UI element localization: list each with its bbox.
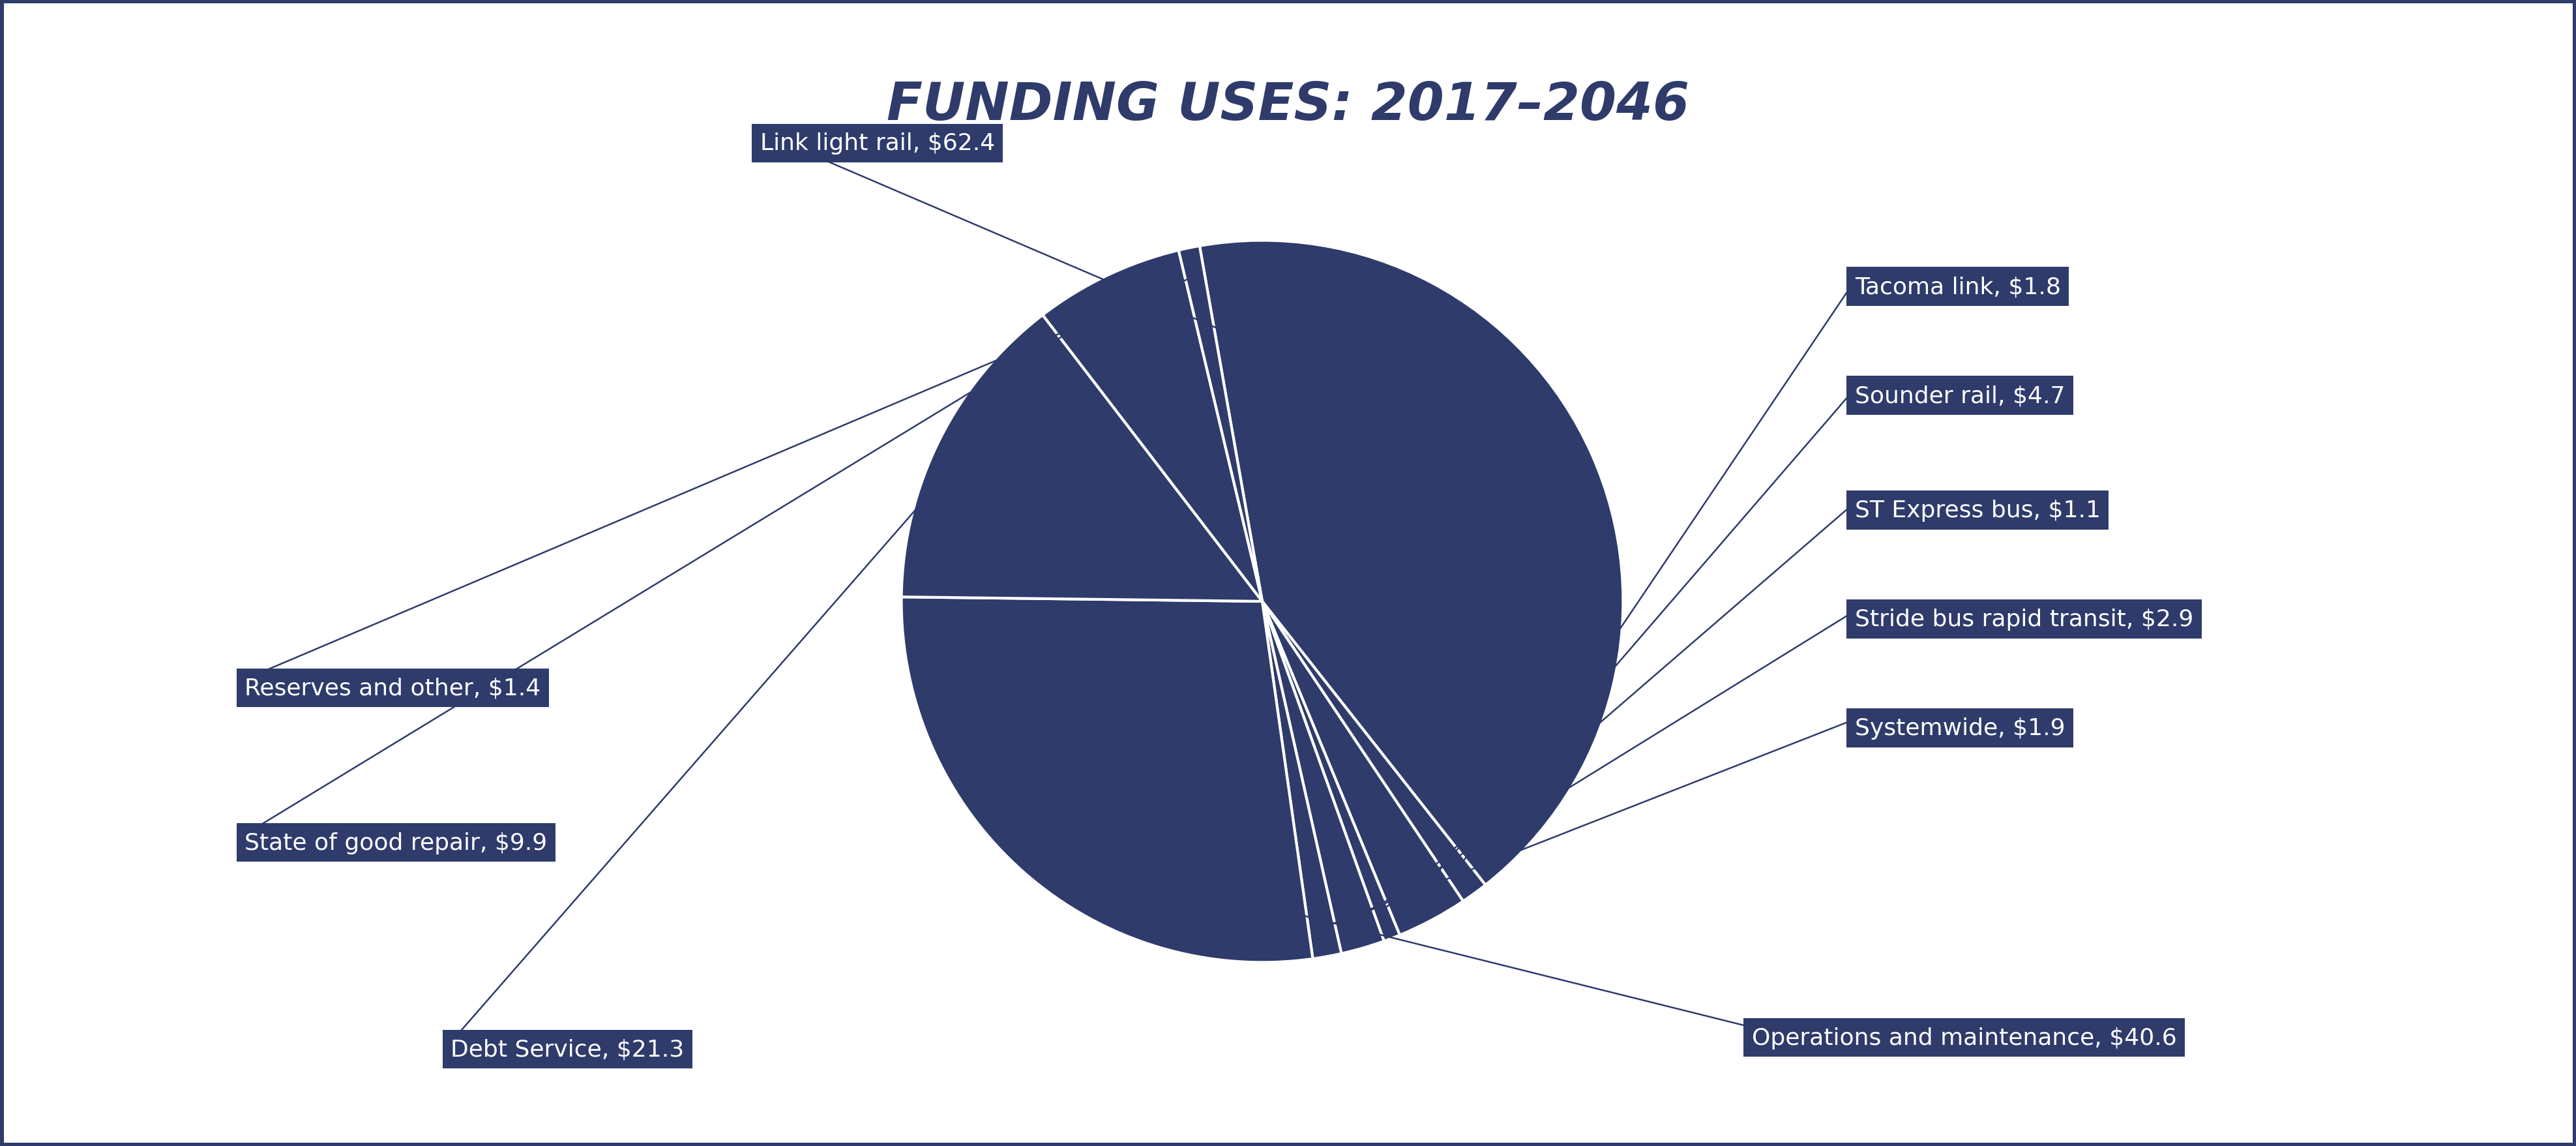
Wedge shape [902,597,1314,963]
Text: Stride bus rapid transit, $2.9: Stride bus rapid transit, $2.9 [1855,609,2192,630]
Wedge shape [902,315,1262,602]
Text: Debt Service, $21.3: Debt Service, $21.3 [451,1038,685,1060]
Wedge shape [1262,602,1486,901]
Wedge shape [1262,602,1399,941]
Wedge shape [1043,251,1262,602]
Text: Tacoma link, $1.8: Tacoma link, $1.8 [1855,276,2061,298]
Wedge shape [1180,246,1262,602]
Wedge shape [1262,602,1463,935]
Text: State of good repair, $9.9: State of good repair, $9.9 [245,832,546,854]
Text: Sounder rail, $4.7: Sounder rail, $4.7 [1855,385,2066,407]
Text: Link light rail, $62.4: Link light rail, $62.4 [760,133,994,155]
Wedge shape [1262,602,1383,953]
Text: ST Express bus, $1.1: ST Express bus, $1.1 [1855,500,2099,521]
Text: Reserves and other, $1.4: Reserves and other, $1.4 [245,677,541,699]
Text: Systemwide, $1.9: Systemwide, $1.9 [1855,717,2066,739]
Wedge shape [1200,241,1623,885]
Wedge shape [1262,602,1342,959]
Text: Operations and maintenance, $40.6: Operations and maintenance, $40.6 [1752,1027,2177,1049]
Text: FUNDING USES: 2017–2046: FUNDING USES: 2017–2046 [886,80,1690,131]
